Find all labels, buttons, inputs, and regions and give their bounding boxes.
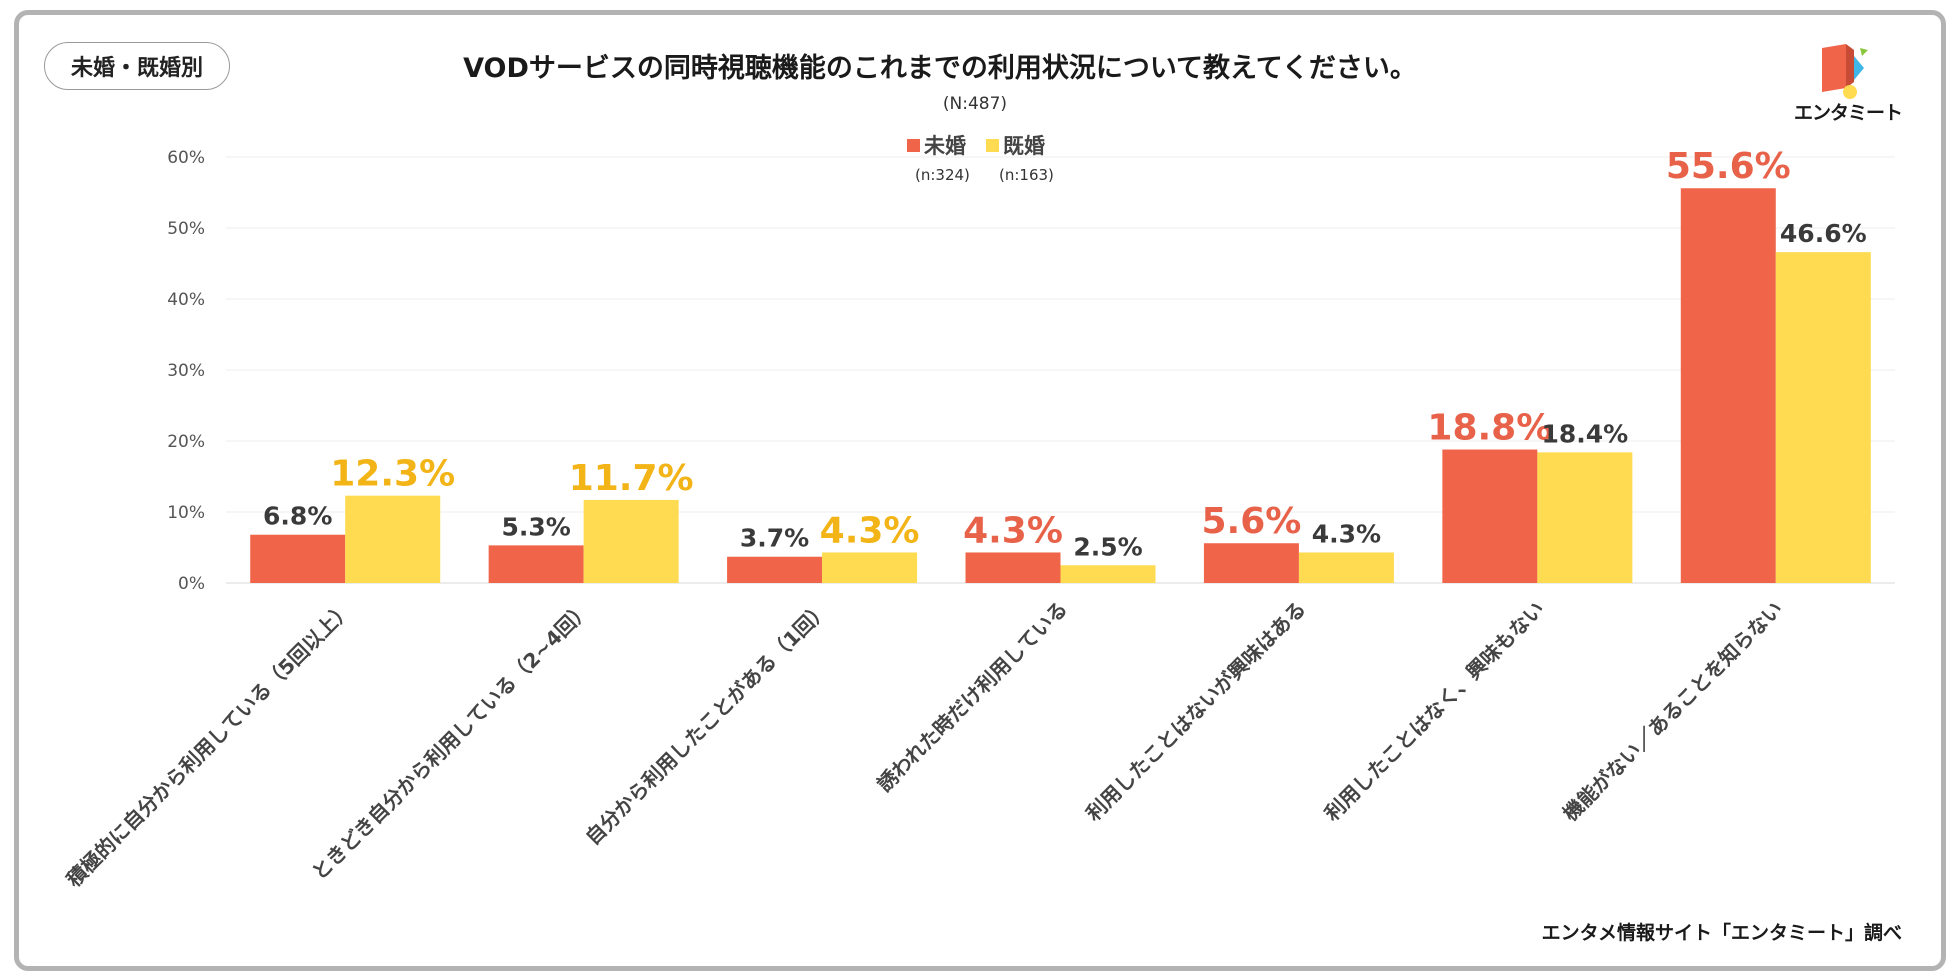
legend-married: 既婚 [986, 130, 1045, 160]
category-label: 利用したことはなく、興味もない [1320, 597, 1549, 826]
chart-title: VODサービスの同時視聴機能のこれまでの利用状況について教えてください。 [463, 53, 1417, 84]
value-label-married: 2.5% [1073, 532, 1142, 561]
bar-unmarried [1680, 188, 1776, 584]
bar-unmarried [488, 545, 584, 583]
bar-married [822, 552, 918, 583]
legend-swatch-unmarried [907, 138, 920, 152]
source-note: エンタメ情報サイト「エンタミート」調べ [1541, 922, 1902, 944]
bar-married [583, 499, 679, 583]
bar-married [1298, 552, 1394, 583]
value-label-married: 4.3% [1312, 519, 1381, 548]
value-label-unmarried: 5.6% [1202, 501, 1302, 542]
legend-swatch-married [986, 138, 999, 152]
value-label-married: 4.3% [820, 510, 920, 551]
category-label: ときどき自分から利用している（2~4回） [307, 597, 595, 885]
bar-married [1775, 252, 1871, 583]
y-tick-label: 10% [167, 503, 205, 523]
bar-married [1060, 565, 1156, 583]
category-label: 機能がない／あることを知らない [1558, 597, 1787, 826]
entameet-logo: エンタミート [1792, 42, 1904, 124]
y-tick-label: 30% [167, 361, 205, 381]
bar-married [345, 495, 441, 583]
logo-text: エンタミート [1793, 102, 1903, 124]
bar-unmarried [1442, 449, 1538, 583]
value-label-married: 46.6% [1780, 219, 1867, 248]
legend-unmarried: 未婚 [907, 130, 966, 160]
logo-mark-icon [1822, 44, 1868, 99]
value-label-unmarried: 55.6% [1666, 146, 1791, 187]
y-tick-label: 50% [167, 219, 205, 239]
legend-label-unmarried: 未婚 [924, 134, 966, 158]
bar-unmarried [727, 556, 823, 583]
y-tick-label: 60% [167, 148, 205, 168]
category-label: 積極的に自分から利用している（5回以上） [62, 597, 357, 892]
value-label-unmarried: 4.3% [963, 510, 1063, 551]
value-label-unmarried: 6.8% [263, 502, 332, 531]
legend-n-married: (n:163) [999, 166, 1054, 184]
bar-unmarried [250, 534, 346, 583]
bar-married [1537, 452, 1633, 583]
value-label-married: 12.3% [330, 454, 455, 495]
category-label: 利用したことはないが興味はある [1081, 597, 1310, 826]
y-tick-label: 0% [178, 574, 205, 594]
category-label: 誘われた時だけ利用している [872, 597, 1072, 797]
legend-label-married: 既婚 [1003, 134, 1045, 158]
value-label-unmarried: 3.7% [740, 524, 809, 553]
value-label-unmarried: 5.3% [501, 512, 570, 541]
bar-unmarried [965, 552, 1061, 583]
category-badge: 未婚・既婚別 [44, 42, 230, 90]
value-label-married: 18.4% [1541, 419, 1628, 448]
category-label: 自分から利用したことがある（1回） [581, 597, 834, 850]
value-label-unmarried: 18.8% [1427, 408, 1552, 449]
sample-size: (N:487) [942, 94, 1008, 114]
legend-n-unmarried: (n:324) [915, 166, 970, 184]
y-tick-label: 20% [167, 432, 205, 452]
y-tick-label: 40% [167, 290, 205, 310]
value-label-married: 11.7% [569, 458, 694, 499]
bar-unmarried [1203, 543, 1299, 583]
